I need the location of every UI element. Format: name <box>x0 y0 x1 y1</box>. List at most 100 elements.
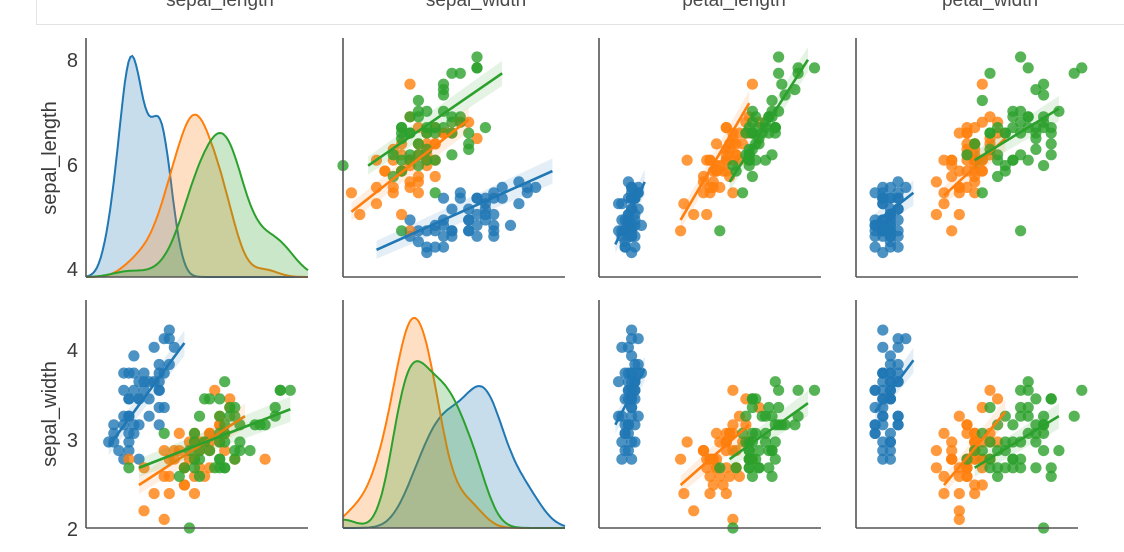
scatter-point-virginica <box>1030 436 1042 448</box>
ci-band-virginica <box>974 96 1059 170</box>
scatter-point-setosa <box>900 333 912 345</box>
scatter-point-versicolor <box>746 78 759 90</box>
scatter-point-versicolor <box>710 138 723 150</box>
scatter-point-versicolor <box>354 208 366 221</box>
scatter-point-versicolor <box>727 419 739 431</box>
scatter-point-virginica <box>421 154 433 166</box>
kde-fill-setosa <box>343 386 565 528</box>
scatter-point-virginica <box>1068 410 1080 422</box>
scatter-point-setosa <box>163 324 175 336</box>
scatter-point-virginica <box>437 89 450 101</box>
scatter-point-virginica <box>396 225 408 237</box>
scatter-point-setosa <box>626 350 638 362</box>
scatter-point-virginica <box>429 154 441 166</box>
scatter-point-setosa <box>138 367 150 379</box>
scatter-point-virginica <box>984 436 996 448</box>
scatter-point-versicolor <box>961 427 973 439</box>
scatter-point-versicolor <box>681 436 693 448</box>
y-tick-label: 8 <box>67 50 78 72</box>
scatter-point-setosa <box>454 192 466 204</box>
scatter-point-versicolor <box>953 505 965 517</box>
scatter-point-setosa <box>123 393 135 405</box>
scatter-point-virginica <box>992 122 1004 134</box>
scatter-point-versicolor <box>379 165 391 177</box>
scatter-point-setosa <box>877 214 889 226</box>
scatter-point-versicolor <box>412 176 424 188</box>
scatter-point-virginica <box>1045 462 1057 474</box>
scatter-point-virginica <box>743 453 755 465</box>
scatter-point-setosa <box>619 241 631 253</box>
scatter-point-setosa <box>446 203 458 215</box>
scatter-point-setosa <box>471 192 483 204</box>
scatter-point-virginica <box>471 51 483 63</box>
scatter-point-setosa <box>488 230 500 242</box>
ci-band-virginica <box>138 396 291 477</box>
scatter-point-versicolor <box>173 427 185 439</box>
scatter-point-setosa <box>153 367 165 379</box>
scatter-point-virginica <box>284 384 296 396</box>
scatter-point-versicolor <box>707 176 719 188</box>
scatter-point-virginica <box>766 470 778 482</box>
scatter-point-virginica <box>1045 470 1057 482</box>
scatter-point-versicolor <box>938 427 950 439</box>
scatter-point-setosa <box>892 410 904 422</box>
ci-band-virginica <box>729 390 808 469</box>
scatter-point-virginica <box>992 149 1004 161</box>
scatter-point-virginica <box>214 453 226 465</box>
scatter-point-virginica <box>714 462 726 474</box>
scatter-point-setosa <box>404 214 416 226</box>
scatter-point-virginica <box>984 462 996 474</box>
scatter-point-versicolor <box>961 470 973 482</box>
scatter-point-virginica <box>756 410 768 422</box>
scatter-point-virginica <box>737 187 749 199</box>
scatter-point-setosa <box>869 427 881 439</box>
scatter-point-setosa <box>629 241 641 253</box>
scatter-point-setosa <box>884 445 897 457</box>
scatter-point-virginica <box>214 393 226 405</box>
scatter-point-setosa <box>622 341 635 353</box>
scatter-point-setosa <box>128 350 140 362</box>
scatter-point-virginica <box>740 410 752 422</box>
scatter-point-setosa <box>153 401 165 414</box>
scatter-point-versicolor <box>717 479 729 491</box>
kde-fill-virginica <box>86 133 308 277</box>
scatter-point-versicolor <box>404 78 416 90</box>
scatter-point-virginica <box>750 427 762 439</box>
scatter-point-versicolor <box>209 384 221 396</box>
scatter-point-versicolor <box>938 198 950 210</box>
scatter-point-versicolor <box>946 445 958 457</box>
ci-band-setosa <box>376 158 553 259</box>
scatter-point-setosa <box>133 419 145 431</box>
panel-sepal_length-vs-petal_length <box>598 38 821 278</box>
scatter-point-virginica <box>766 410 778 422</box>
regression-line-versicolor <box>679 423 751 486</box>
scatter-point-setosa <box>446 225 458 237</box>
scatter-point-setosa <box>877 187 889 199</box>
regression-line-versicolor <box>138 415 246 487</box>
scatter-point-virginica <box>730 462 742 474</box>
scatter-point-versicolor <box>158 470 170 482</box>
scatter-point-setosa <box>629 214 641 226</box>
column-title-sepal-width: sepal_width <box>425 0 527 11</box>
scatter-point-versicolor <box>961 419 973 431</box>
scatter-point-setosa <box>123 436 135 448</box>
regression-line-virginica <box>728 59 810 183</box>
scatter-point-virginica <box>1015 225 1027 237</box>
scatter-point-virginica <box>404 111 416 123</box>
scatter-point-virginica <box>769 436 781 448</box>
scatter-point-virginica <box>463 127 475 139</box>
scatter-point-virginica <box>123 462 135 474</box>
scatter-point-virginica <box>1030 393 1042 405</box>
scatter-point-setosa <box>153 384 165 396</box>
scatter-point-virginica <box>199 393 211 405</box>
scatter-point-virginica <box>244 445 256 457</box>
scatter-point-setosa <box>437 241 450 253</box>
scatter-point-versicolor <box>675 453 687 465</box>
scatter-point-versicolor <box>727 513 739 526</box>
scatter-point-virginica <box>737 427 749 439</box>
scatter-point-virginica <box>1038 160 1050 172</box>
scatter-point-setosa <box>884 427 897 439</box>
scatter-point-virginica <box>746 105 759 117</box>
scatter-point-setosa <box>479 203 491 215</box>
scatter-point-versicolor <box>946 154 958 166</box>
